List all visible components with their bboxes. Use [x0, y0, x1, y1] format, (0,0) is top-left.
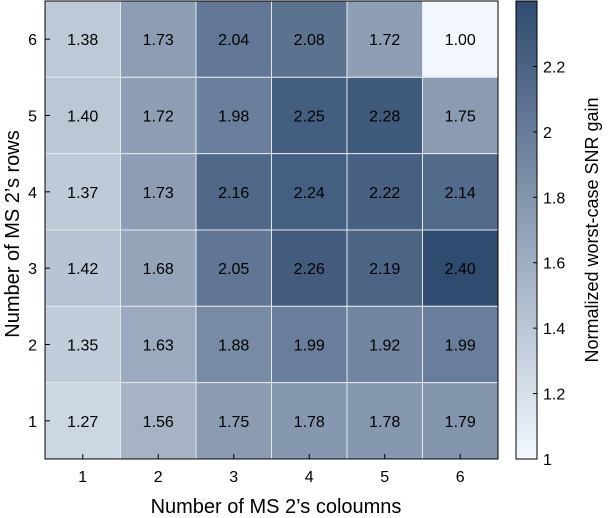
heatmap-cell-value: 1.00: [445, 32, 476, 49]
heatmap-cell-value: 1.88: [218, 337, 249, 354]
x-tick-label: 2: [154, 469, 163, 486]
x-tick-label: 4: [305, 469, 314, 486]
heatmap-cell: [120, 153, 197, 231]
heatmap-cell-value: 1.56: [143, 414, 174, 431]
heatmap-cell-value: 1.92: [369, 337, 400, 354]
heatmap-cell-value: 1.72: [369, 32, 400, 49]
heatmap-cell: [120, 229, 197, 307]
colorbar-tick-label: 1.8: [543, 190, 565, 207]
heatmap-cell-value: 1.98: [218, 108, 249, 125]
heatmap-cell-value: 1.73: [143, 32, 174, 49]
heatmap-cell: [195, 305, 272, 384]
heatmap-cell: [271, 76, 348, 155]
heatmap-cell-value: 2.04: [218, 32, 249, 49]
heatmap-cell: [120, 76, 197, 155]
heatmap-cell-value: 2.14: [445, 185, 476, 202]
heatmap-cell: [346, 0, 423, 78]
heatmap-cell-value: 1.75: [445, 108, 476, 125]
heatmap-cell-value: 1.63: [143, 337, 174, 354]
colorbar-tick-label: 1.2: [543, 387, 565, 404]
y-axis-label: Number of MS 2’s rows: [2, 130, 24, 337]
heatmap-cell-value: 1.37: [67, 185, 98, 202]
heatmap-cell-value: 1.78: [369, 414, 400, 431]
heatmap-cell: [271, 153, 348, 231]
colorbar-tick-label: 1: [543, 452, 552, 469]
colorbar-tick-label: 2: [543, 125, 552, 142]
heatmap-cell: [422, 153, 499, 231]
heatmap-cell-value: 2.24: [294, 185, 325, 202]
heatmap-cell-value: 1.27: [67, 414, 98, 431]
x-tick-label: 1: [78, 469, 87, 486]
y-tick-label: 4: [28, 185, 37, 202]
heatmap-cell-value: 1.68: [143, 261, 174, 278]
heatmap-cell-value: 1.73: [143, 185, 174, 202]
heatmap-cell-value: 1.35: [67, 337, 98, 354]
colorbar-tick-label: 2.2: [543, 59, 565, 76]
heatmap-cell: [271, 0, 348, 78]
x-tick-label: 5: [380, 469, 389, 486]
colorbar: [515, 0, 538, 460]
heatmap-cell-value: 2.16: [218, 185, 249, 202]
heatmap-cell-value: 2.08: [294, 32, 325, 49]
heatmap-cell: [346, 229, 423, 307]
y-tick-label: 1: [28, 414, 37, 431]
heatmap-cell: [120, 0, 197, 78]
heatmap-cell: [271, 305, 348, 384]
y-tick-label: 5: [28, 108, 37, 125]
heatmap-cell: [44, 0, 121, 78]
y-tick-label: 6: [28, 32, 37, 49]
heatmap-cell-value: 2.25: [294, 108, 325, 125]
heatmap-cell-value: 1.99: [294, 337, 325, 354]
heatmap-cell-value: 1.42: [67, 261, 98, 278]
heatmap-cell: [44, 382, 121, 460]
colorbar-tick-label: 1.6: [543, 256, 565, 273]
heatmap-cell-value: 1.99: [445, 337, 476, 354]
heatmap-cell-value: 2.40: [445, 261, 476, 278]
heatmap-cell: [44, 229, 121, 307]
colorbar-tick-label: 1.4: [543, 321, 565, 338]
heatmap-cell: [271, 229, 348, 307]
heatmap-cell: [422, 382, 499, 460]
heatmap-cell: [346, 382, 423, 460]
y-tick-label: 3: [28, 261, 37, 278]
heatmap-cell-value: 1.79: [445, 414, 476, 431]
heatmap-cell: [422, 0, 499, 78]
heatmap-cell: [346, 305, 423, 384]
heatmap-cell-value: 1.75: [218, 414, 249, 431]
x-axis-label: Number of MS 2’s coloumns: [151, 496, 402, 518]
heatmap-cell-value: 1.40: [67, 108, 98, 125]
heatmap-cell: [422, 76, 499, 155]
heatmap-cell: [346, 153, 423, 231]
y-tick-label: 2: [28, 337, 37, 354]
heatmap-cell-value: 2.28: [369, 108, 400, 125]
heatmap-cell: [195, 229, 272, 307]
heatmap-cell-labels: 1.38 1.73 2.04 2.08 1.72 1.00 1.40 1.72 1.98 2.25…: [67, 32, 476, 431]
heatmap-cell-value: 2.19: [369, 261, 400, 278]
heatmap-cell: [44, 153, 121, 231]
heatmap-cells: [44, 0, 499, 460]
colorbar-label: Normalized worst-case SNR gain: [582, 97, 602, 362]
colorbar-ticks: 1 1.2 1.4 1.6 1.8 2 2.2: [533, 59, 565, 469]
heatmap-cell-value: 1.72: [143, 108, 174, 125]
heatmap-cell-value: 1.38: [67, 32, 98, 49]
heatmap-cell-value: 2.26: [294, 261, 325, 278]
plot-frame: [44, 0, 499, 460]
heatmap-cell-value: 2.05: [218, 261, 249, 278]
x-tick-label: 3: [229, 469, 238, 486]
heatmap-cell: [44, 305, 121, 384]
x-tick-label: 6: [456, 469, 465, 486]
heatmap-cell-value: 2.22: [369, 185, 400, 202]
y-axis-ticks: 1 2 3 4 5 6: [28, 32, 50, 431]
heatmap-cell-value: 1.78: [294, 414, 325, 431]
x-axis-ticks: 1 2 3 4 5 6: [78, 453, 465, 486]
